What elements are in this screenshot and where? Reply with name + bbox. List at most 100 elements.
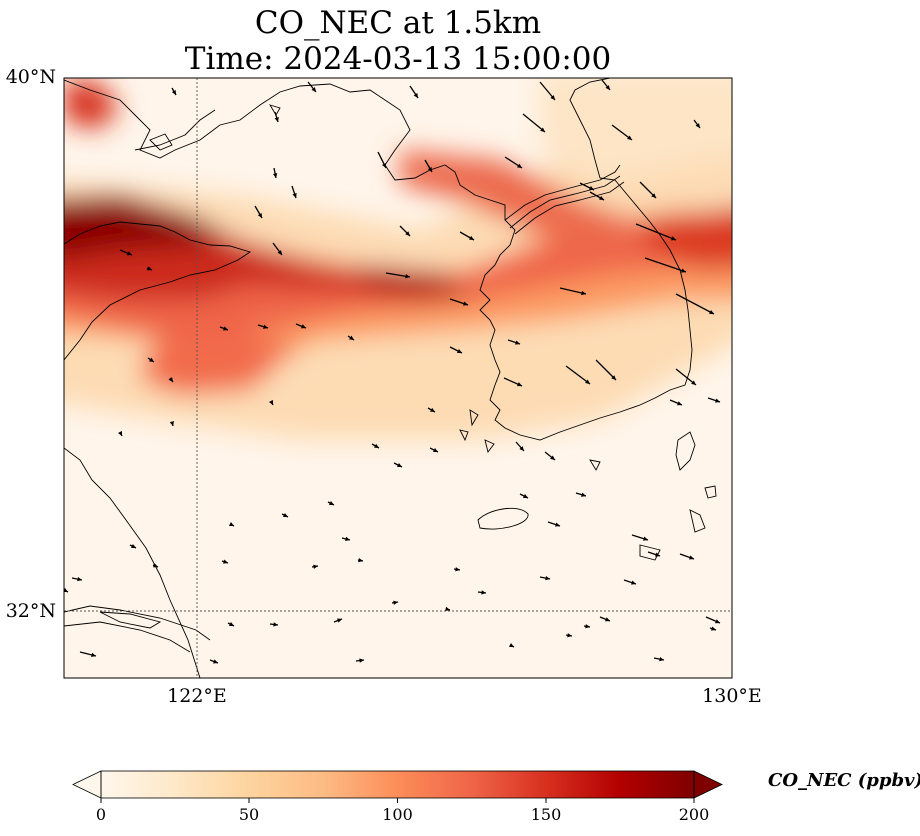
wind-arrow-head (118, 430, 122, 436)
wind-arrow-head (588, 186, 594, 190)
wind-arrow-head (169, 421, 175, 426)
wind-arrow-head (405, 274, 410, 279)
colorbar-gradient (101, 771, 694, 798)
colorbar-tick-150: 150 (531, 805, 562, 824)
wind-arrow-head (605, 617, 610, 622)
map-frame (63, 77, 733, 679)
wind-arrow-head (463, 301, 468, 306)
map-gridlines (64, 78, 732, 678)
wind-arrow-head (149, 357, 154, 362)
wind-arrow-head (689, 555, 694, 560)
co-concentration-field (64, 78, 732, 678)
wind-arrow (522, 113, 546, 133)
wind-arrow-head (171, 90, 176, 95)
wind-arrow-head (374, 443, 379, 448)
wind-arrow-head (631, 580, 636, 585)
coastlines (64, 78, 717, 678)
lon-label-130e: 130°E (702, 685, 762, 707)
wind-arrow-head (328, 501, 334, 505)
wind-arrow-head (277, 250, 282, 255)
colorbar-label: CO_NEC (ppbv) (768, 770, 920, 791)
wind-arrow-head (313, 564, 318, 569)
lat-label-40n: 40°N (6, 66, 56, 88)
wind-arrow-head (153, 563, 158, 568)
wind-arrow-head (257, 213, 262, 218)
wind-arrow-head (691, 380, 696, 385)
wind-arrow-head (516, 382, 522, 387)
wind-arrow-head (540, 127, 545, 132)
wind-arrow-head (130, 544, 136, 548)
wind-arrow-head (228, 622, 234, 626)
wind-arrow-head (91, 652, 96, 658)
map-title-line2: Time: 2024-03-13 15:00:00 (184, 41, 612, 77)
wind-arrow-head (272, 173, 278, 178)
wind-arrow-head (677, 401, 682, 406)
colorbar-tick-0: 0 (96, 805, 106, 824)
wind-arrow-head (282, 513, 288, 517)
wind-arrow-head (456, 349, 462, 353)
wind-arrow-head (508, 643, 514, 647)
wind-arrow-head (147, 266, 152, 271)
wind-arrow-head (337, 618, 342, 623)
colorbar-max-extend-arrow (693, 770, 723, 799)
wind-arrow-head (715, 398, 720, 403)
wind-arrow-head (711, 626, 716, 631)
wind-arrow-head (627, 135, 632, 140)
wind-arrow-head (213, 659, 218, 664)
wind-arrow-head (714, 619, 720, 624)
wind-arrow-head (445, 606, 450, 612)
lon-label-122e: 122°E (167, 685, 227, 707)
wind-arrow-head (301, 324, 306, 329)
wind-arrow-head (455, 567, 460, 572)
wind-arrow-head (349, 335, 354, 340)
wind-arrow-head (659, 656, 664, 662)
wind-arrow-head (430, 407, 435, 412)
wind-arrow-head (427, 167, 432, 172)
wind-arrow (675, 293, 715, 315)
wind-arrow-head (292, 193, 297, 198)
wind-arrow-head (345, 536, 350, 542)
wind-arrow-head (567, 633, 572, 638)
wind-arrow-head (611, 375, 616, 380)
wind-arrow-head (605, 85, 610, 90)
wind-arrow-head (77, 576, 82, 582)
wind-arrow-head (695, 123, 700, 128)
wind-arrow-head (655, 552, 660, 557)
wind-arrow-head (168, 377, 173, 382)
wind-arrow-head (228, 522, 234, 526)
wind-arrow-head (382, 162, 386, 168)
wind-arrow (565, 365, 591, 385)
wind-arrow-head (581, 492, 586, 497)
wind-arrow-head (708, 309, 714, 314)
colorbar-tick-50: 50 (239, 805, 259, 824)
map-title-line1: CO_NEC at 1.5km (254, 5, 542, 41)
lat-label-32n: 32°N (6, 600, 56, 622)
wind-arrow-head (311, 87, 316, 92)
wind-arrow-head (550, 455, 555, 460)
wind-arrow-head (223, 326, 228, 331)
wind-arrow-head (555, 522, 560, 527)
wind-arrow-head (469, 235, 474, 240)
wind-arrow-head (522, 494, 528, 498)
wind-arrow (635, 223, 677, 241)
colorbar-tick-100: 100 (382, 805, 413, 824)
wind-arrow-head (599, 195, 604, 200)
colorbar-tick-200: 200 (679, 805, 710, 824)
wind-arrow-head (127, 251, 132, 256)
wind-arrow-head (273, 622, 278, 627)
wind-arrow (595, 359, 617, 381)
wind-arrow-head (643, 536, 648, 541)
colorbar-min-extend-arrow (72, 770, 102, 799)
wind-arrow-head (481, 590, 486, 595)
wind-arrow-head (581, 290, 586, 296)
wind-arrow-head (651, 193, 656, 198)
wind-arrow-head (358, 557, 363, 563)
wind-arrow-head (517, 163, 522, 168)
wind-arrow-head (274, 117, 279, 122)
wind-arrow-head (681, 268, 686, 273)
wind-arrow-head (432, 448, 438, 452)
wind-arrow-head (64, 588, 68, 592)
wind-arrow-head (585, 379, 590, 384)
wind-arrow-head (263, 324, 268, 329)
